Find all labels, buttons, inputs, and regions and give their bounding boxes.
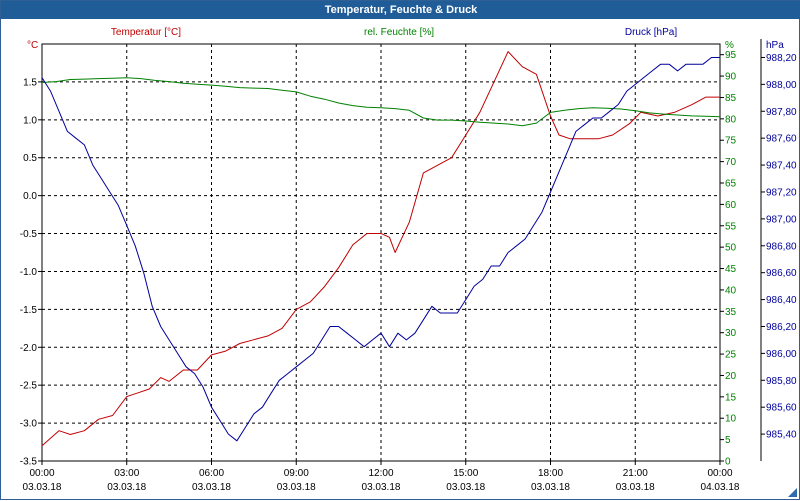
temperature-unit: °C [27,40,38,51]
x-tick-time: 18:00 [538,468,563,479]
x-tick-time: 09:00 [284,468,309,479]
temperature-tick-label: -2.5 [20,381,38,392]
temperature-tick-label: -1.5 [20,305,38,316]
humidity-tick-label: 95 [725,50,737,61]
humidity-tick-label: 55 [725,221,737,232]
humidity-tick-label: 85 [725,93,737,104]
humidity-tick-label: 80 [725,114,737,125]
x-tick-time: 06:00 [199,468,224,479]
temperature-tick-label: -2.0 [20,343,38,354]
x-tick-date: 03.03.18 [362,482,401,493]
humidity-tick-label: 75 [725,136,737,147]
humidity-tick-label: 30 [725,328,737,339]
x-tick-time: 00:00 [707,468,732,479]
humidity-tick-label: 25 [725,350,737,361]
temperature-tick-label: -1.0 [20,267,38,278]
temperature-tick-label: 1.5 [23,77,37,88]
humidity-tick-label: 50 [725,243,737,254]
temperature-tick-label: -3.5 [20,457,38,468]
pressure-axis-title: Druck [hPa] [625,27,677,38]
x-tick-date: 03.03.18 [616,482,655,493]
pressure-tick-label: 987,60 [766,134,797,145]
pressure-series-line [41,57,720,442]
pressure-tick-label: 987,40 [766,161,797,172]
pressure-tick-label: 988,20 [766,53,797,64]
temperature-series-line [41,51,720,447]
humidity-tick-label: 65 [725,179,737,190]
line-chart: 00:00 03.03.18 03:00 03.03.18 06:00 03.03.18 0… [20,27,797,493]
humidity-tick-label: 15 [725,392,737,403]
pressure-tick-label: 986,40 [766,295,797,306]
x-tick-date: 03.03.18 [107,482,146,493]
pressure-tick-label: 988,00 [766,80,797,91]
pressure-tick-label: 986,60 [766,268,797,279]
resize-grip[interactable] [788,488,797,497]
x-tick-time: 15:00 [453,468,478,479]
temperature-tick-label: 1.0 [23,115,37,126]
x-tick-date: 03.03.18 [277,482,316,493]
pressure-tick-label: 986,00 [766,349,797,360]
temperature-axis-title: Temperatur [°C] [111,27,181,38]
humidity-tick-label: 0 [725,457,731,468]
humidity-tick-label: 20 [725,371,737,382]
pressure-tick-label: 987,80 [766,107,797,118]
pressure-tick-label: 986,20 [766,322,797,333]
pressure-tick-label: 986,80 [766,241,797,252]
pressure-tick-label: 985,80 [766,376,797,387]
humidity-tick-label: 90 [725,72,737,83]
humidity-tick-label: 60 [725,200,737,211]
x-tick-date: 03.03.18 [23,482,62,493]
x-tick-time: 21:00 [623,468,648,479]
humidity-tick-label: 5 [725,435,731,446]
temperature-tick-label: 0.5 [23,153,37,164]
x-tick-date: 03.03.18 [531,482,570,493]
x-tick-date: 03.03.18 [192,482,231,493]
pressure-tick-label: 985,40 [766,430,797,441]
pressure-tick-label: 987,20 [766,187,797,198]
humidity-axis-title: rel. Feuchte [%] [364,27,434,38]
x-tick-time: 00:00 [29,468,54,479]
humidity-tick-label: 35 [725,307,737,318]
humidity-tick-label: 45 [725,264,737,275]
window-title: Temperatur, Feuchte & Druck [1,1,800,19]
temperature-tick-label: -0.5 [20,229,38,240]
pressure-unit: hPa [766,40,784,51]
x-tick-time: 03:00 [114,468,139,479]
x-tick-date: 04.03.18 [701,482,740,493]
temperature-tick-label: 0.0 [23,191,37,202]
temperature-tick-label: -3.0 [20,419,38,430]
humidity-unit: % [725,40,734,51]
humidity-tick-label: 70 [725,157,737,168]
humidity-tick-label: 10 [725,414,737,425]
pressure-tick-label: 987,00 [766,214,797,225]
x-tick-time: 12:00 [368,468,393,479]
x-tick-date: 03.03.18 [446,482,485,493]
pressure-tick-label: 985,60 [766,403,797,414]
humidity-series-line [41,77,721,127]
humidity-tick-label: 40 [725,285,737,296]
